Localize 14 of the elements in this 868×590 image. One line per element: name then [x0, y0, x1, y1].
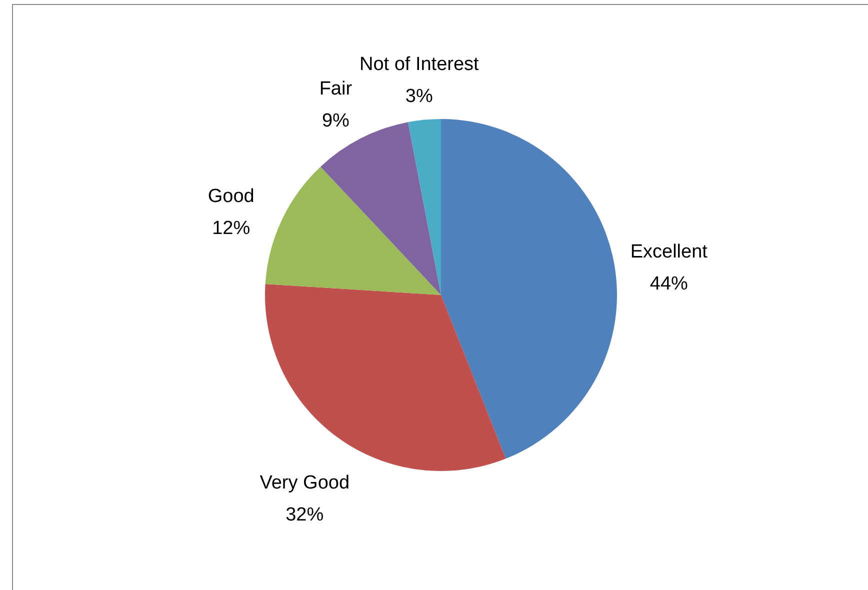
pie-slice	[408, 119, 441, 295]
slice-label: Very Good	[260, 472, 350, 494]
slice-label: Excellent	[630, 242, 708, 263]
data-label: 32%	[286, 504, 324, 526]
slice-label: Not of Interest	[359, 54, 480, 76]
pie-slice	[265, 166, 441, 295]
data-label: 3%	[405, 86, 433, 108]
slice-label: Good	[208, 186, 254, 208]
pie-slice	[441, 119, 617, 459]
data-label: 9%	[322, 110, 350, 132]
pie-slice	[265, 284, 506, 471]
slice-label: Fair	[319, 78, 353, 100]
data-label: 12%	[212, 218, 250, 240]
data-label: 44%	[650, 274, 688, 295]
